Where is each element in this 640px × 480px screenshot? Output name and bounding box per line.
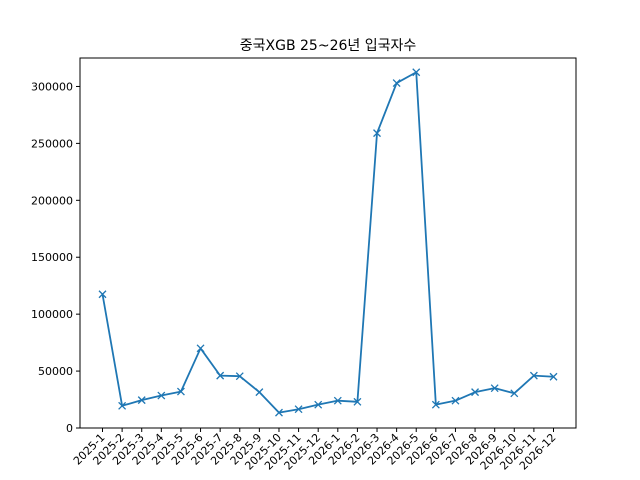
data-point (216, 371, 225, 380)
data-point (471, 388, 480, 397)
data-point (392, 79, 401, 88)
chart-title: 중국XGB 25~26년 입국자수 (240, 38, 417, 54)
data-point (118, 401, 127, 410)
data-point (294, 405, 303, 414)
data-point (510, 389, 519, 398)
data-point (176, 387, 185, 396)
data-point (196, 344, 205, 353)
y-tick-label: 0 (66, 422, 73, 435)
data-point (373, 129, 381, 138)
y-tick-label: 200000 (31, 194, 73, 207)
data-point (451, 396, 460, 405)
data-point (255, 388, 264, 397)
data-point (529, 371, 538, 380)
data-point (353, 397, 362, 406)
y-tick-label: 100000 (31, 308, 73, 321)
data-point (431, 400, 440, 409)
data-point (412, 68, 421, 77)
y-tick-label: 300000 (31, 80, 73, 93)
y-tick-label: 250000 (31, 137, 73, 150)
data-point (275, 408, 283, 417)
data-point (98, 290, 107, 299)
data-point (157, 391, 166, 400)
y-tick-label: 150000 (31, 251, 73, 264)
data-point (235, 372, 244, 381)
series-line (101, 71, 554, 414)
data-point (314, 400, 323, 409)
data-point (549, 372, 558, 381)
axes: 0500001000001500002000002500003000002025… (31, 80, 559, 472)
plot-frame (79, 57, 577, 429)
y-tick-label: 50000 (38, 365, 73, 378)
data-point (333, 396, 342, 405)
series-group (98, 68, 558, 417)
data-point (490, 384, 499, 393)
data-point (137, 396, 146, 405)
